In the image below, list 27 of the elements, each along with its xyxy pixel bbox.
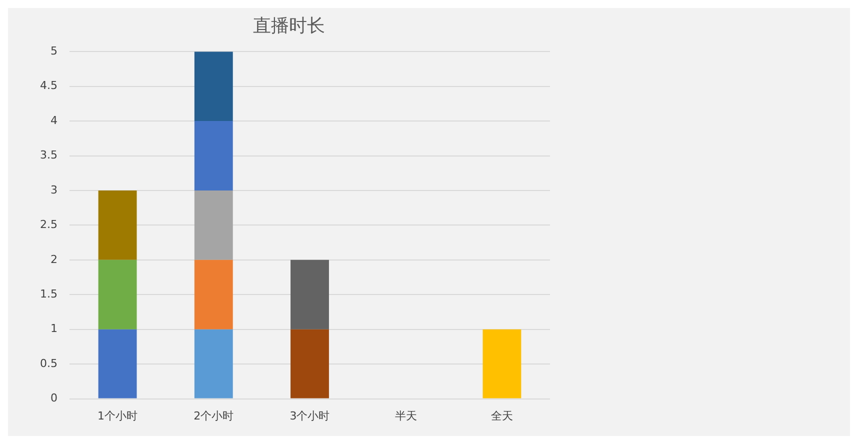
y-tick-label: 2 bbox=[50, 252, 58, 266]
bar bbox=[194, 190, 233, 260]
bar bbox=[98, 190, 137, 260]
x-tick-label: 全天 bbox=[490, 409, 513, 422]
y-tick-label: 5 bbox=[50, 44, 58, 58]
chart-title: 直播时长 bbox=[253, 15, 325, 36]
y-tick-label: 0 bbox=[50, 392, 58, 405]
x-tick-label: 3个小时 bbox=[290, 409, 330, 422]
y-tick-label: 4 bbox=[50, 114, 58, 127]
bar bbox=[194, 260, 233, 330]
bar bbox=[98, 260, 137, 330]
x-tick-label: 半天 bbox=[394, 409, 417, 422]
y-tick-label: 1.5 bbox=[40, 288, 58, 300]
y-tick-label: 0.5 bbox=[40, 356, 58, 370]
x-tick-label: 1个小时 bbox=[98, 409, 138, 422]
bar bbox=[194, 52, 233, 122]
bar bbox=[290, 260, 329, 330]
y-tick-label: 2.5 bbox=[40, 218, 58, 232]
bar bbox=[290, 329, 329, 398]
bar bbox=[194, 121, 233, 190]
y-tick-label: 3.5 bbox=[40, 148, 58, 162]
y-tick-label: 1 bbox=[50, 322, 58, 336]
bar bbox=[482, 329, 522, 398]
x-tick-label: 2个小时 bbox=[194, 409, 234, 422]
y-tick-label: 4.5 bbox=[40, 79, 58, 92]
bar bbox=[194, 329, 233, 398]
y-tick-label: 3 bbox=[50, 183, 58, 196]
